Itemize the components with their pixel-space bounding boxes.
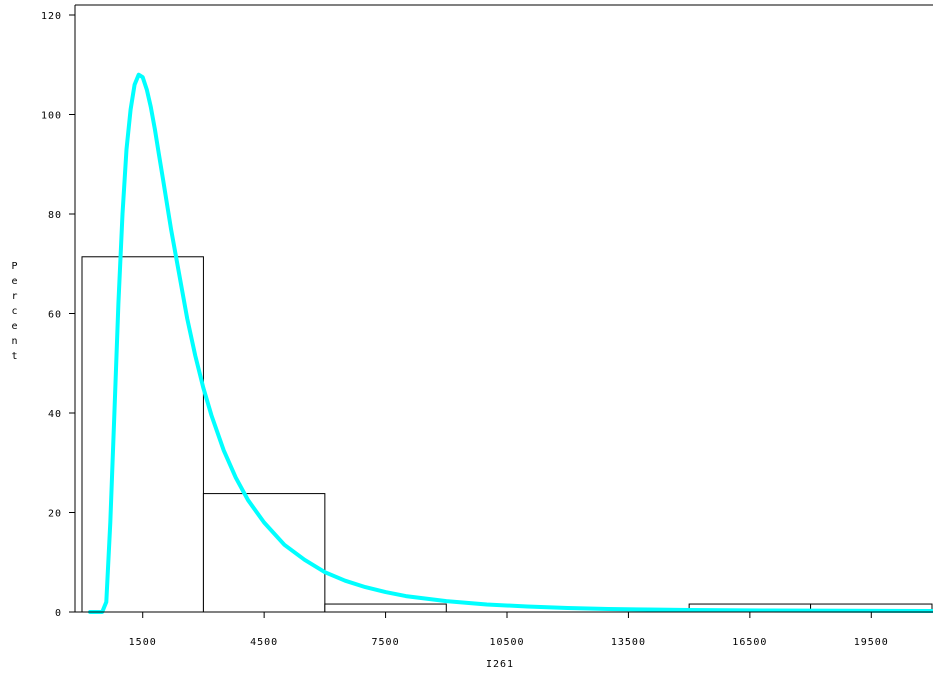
density-curve — [88, 72, 933, 614]
x-tick-label: 10500 — [489, 637, 524, 648]
y-axis-title-letter: e — [11, 276, 18, 287]
histogram-bar-0 — [81, 256, 204, 613]
y-axis-title-letter: t — [11, 351, 18, 362]
x-tick-label: 19500 — [854, 637, 889, 648]
y-axis-title-letter: e — [11, 321, 18, 332]
y-tick-label: 40 — [48, 409, 62, 420]
axes — [74, 4, 933, 613]
y-axis-title-letter: c — [11, 306, 18, 317]
x-tick-label: 13500 — [611, 637, 646, 648]
y-tick-label: 20 — [48, 509, 62, 520]
y-tick-label: 120 — [41, 11, 62, 22]
y-tick-label: 100 — [41, 111, 62, 122]
x-tick-label: 4500 — [250, 637, 278, 648]
y-tick-label: 80 — [48, 210, 62, 221]
y-axis-title-letter: r — [11, 291, 18, 302]
y-axis-title-letter: n — [11, 336, 18, 347]
x-tick-label: 7500 — [372, 637, 400, 648]
x-ticks: 1500 4500 7500 10500 13500 16500 19500 — [129, 612, 889, 648]
y-tick-label: 0 — [55, 608, 62, 619]
y-axis-title-letter: P — [11, 261, 18, 272]
histogram-bars — [81, 256, 933, 613]
histogram-bar-2 — [324, 603, 447, 613]
density-curve-group — [88, 72, 933, 614]
y-ticks: 0 20 40 60 80 100 120 — [41, 11, 75, 619]
x-axis-title: I261 — [486, 659, 514, 670]
y-tick-label: 60 — [48, 310, 62, 321]
histogram-bar-1 — [202, 493, 326, 613]
x-tick-label: 1500 — [129, 637, 157, 648]
x-tick-label: 16500 — [732, 637, 767, 648]
